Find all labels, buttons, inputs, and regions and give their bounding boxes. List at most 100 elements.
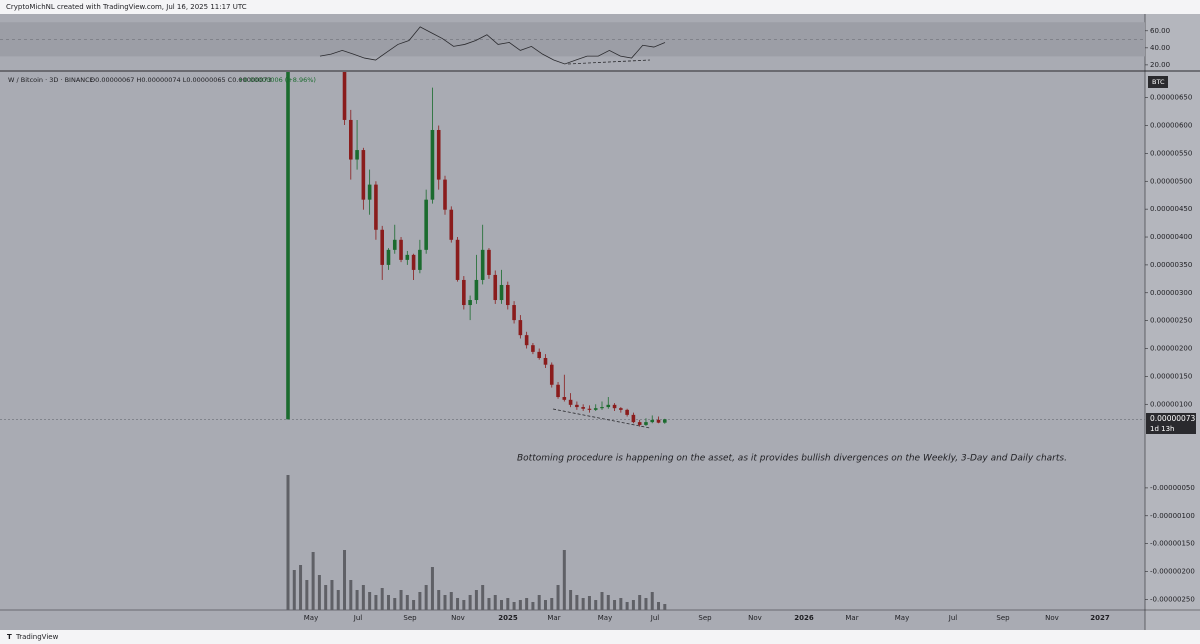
y-tick-label: 0.00000300 xyxy=(1150,289,1192,297)
x-tick-label: May xyxy=(895,614,909,622)
candle-body xyxy=(367,184,372,200)
volume-bar xyxy=(336,590,340,610)
footer-brand: TradingView xyxy=(15,633,59,641)
volume-bar xyxy=(587,596,591,610)
volume-bar xyxy=(368,592,372,610)
volume-bar xyxy=(600,592,604,610)
header-bar xyxy=(0,0,1200,14)
candle-body xyxy=(455,239,460,280)
candle-body xyxy=(543,358,548,365)
volume-bar xyxy=(613,600,617,610)
candle-body xyxy=(286,72,290,420)
volume-bar xyxy=(311,552,315,610)
candle-body xyxy=(474,279,479,301)
y-tick-label: 60.00 xyxy=(1150,27,1170,35)
candle-body xyxy=(443,179,447,210)
footer-bar xyxy=(0,630,1200,644)
volume-bar xyxy=(343,550,347,610)
candle-body xyxy=(411,254,416,270)
volume-bar xyxy=(405,595,409,610)
volume-bar xyxy=(657,602,661,610)
volume-bar xyxy=(525,598,529,610)
volume-bar xyxy=(292,570,296,610)
candle-body xyxy=(399,239,403,260)
candle-body xyxy=(656,419,661,423)
y-tick-label: 40.00 xyxy=(1150,44,1170,52)
candle-body xyxy=(468,300,472,306)
volume-bar xyxy=(493,595,497,610)
volume-bar xyxy=(481,585,485,610)
volume-bar xyxy=(619,598,623,610)
change: +0.00000006 (+8.96%) xyxy=(238,76,316,84)
y-tick-label: -0.00000050 xyxy=(1150,484,1195,492)
x-tick-label: May xyxy=(304,614,318,622)
volume-bar xyxy=(537,595,541,610)
candle-body xyxy=(506,284,510,306)
volume-bar xyxy=(424,585,428,610)
volume-bar xyxy=(487,598,491,610)
volume-bar xyxy=(349,580,353,610)
header-title: CryptoMichNL created with TradingView.co… xyxy=(6,3,247,11)
volume-bar xyxy=(418,592,422,610)
volume-bar xyxy=(500,600,504,610)
candle-body xyxy=(487,249,491,275)
y-tick-label: 0.00000400 xyxy=(1150,233,1192,241)
volume-bar xyxy=(386,595,390,610)
y-tick-label: 0.00000600 xyxy=(1150,122,1192,130)
volume-bar xyxy=(361,585,365,610)
candle-body xyxy=(587,408,592,410)
candle-body xyxy=(430,129,435,200)
y-tick-label: 0.00000450 xyxy=(1150,205,1192,213)
x-tick-label: 2026 xyxy=(794,614,814,622)
volume-bar xyxy=(562,550,566,610)
candle-body xyxy=(644,422,648,425)
x-tick-label: Nov xyxy=(451,614,465,622)
symbol: W / Bitcoin · 3D · BINANCE xyxy=(8,76,94,84)
y-tick-label: 0.00000500 xyxy=(1150,177,1192,185)
candle-body xyxy=(361,150,366,200)
volume-bar xyxy=(543,600,547,610)
candle-body xyxy=(537,351,541,359)
candle-body xyxy=(625,409,629,415)
volume-bar xyxy=(437,590,441,610)
candle-body xyxy=(556,384,560,398)
volume-bar xyxy=(380,588,384,610)
candle-body xyxy=(568,399,573,405)
candle-body xyxy=(549,364,554,385)
candle-body xyxy=(342,72,347,120)
volume-bar xyxy=(638,595,642,610)
candle-body xyxy=(436,129,441,180)
candle-body xyxy=(593,408,598,410)
volume-bar xyxy=(286,475,290,610)
volume-bar xyxy=(393,598,397,610)
volume-bar xyxy=(556,585,560,610)
y-tick-label: 20.00 xyxy=(1150,61,1170,69)
volume-bar xyxy=(606,595,610,610)
y-tick-label: 0.00000350 xyxy=(1150,261,1192,269)
candle-body xyxy=(374,184,378,230)
annotation: Bottoming procedure is happening on the … xyxy=(517,454,1067,464)
candle-body xyxy=(405,254,410,260)
volume-bar xyxy=(569,590,573,610)
volume-bar xyxy=(399,590,403,610)
x-tick-label: Nov xyxy=(1045,614,1059,622)
x-tick-label: 2027 xyxy=(1090,614,1110,622)
y-tick-label: 0.00000250 xyxy=(1150,317,1192,325)
candle-body xyxy=(637,422,642,425)
y-tick-label: -0.00000150 xyxy=(1150,540,1195,548)
countdown: 1d 13h xyxy=(1150,425,1174,433)
divergence-line xyxy=(552,408,651,429)
volume-bar xyxy=(456,598,460,610)
volume-bar xyxy=(625,602,629,610)
volume-bar xyxy=(355,590,359,610)
x-tick-label: Sep xyxy=(698,614,712,622)
ohlc: O0.00000067 H0.00000074 L0.00000065 C0.0… xyxy=(90,76,272,84)
volume-bar xyxy=(468,595,472,610)
volume-bar xyxy=(650,592,654,610)
volume-bar xyxy=(449,592,453,610)
candle-body xyxy=(499,284,504,301)
volume-bar xyxy=(299,565,303,610)
candle-body xyxy=(349,119,353,160)
